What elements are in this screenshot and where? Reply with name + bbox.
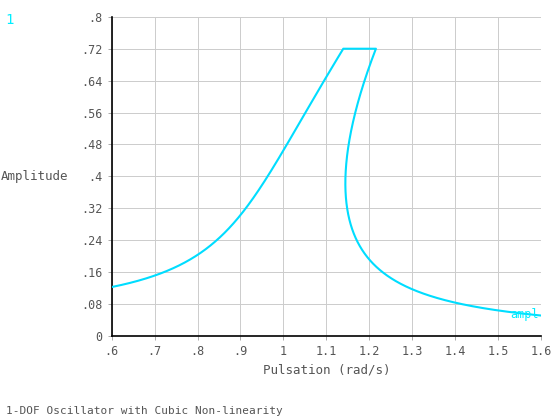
Text: Amplitude: Amplitude <box>1 170 68 183</box>
Text: ampl: ampl <box>511 307 539 320</box>
Text: 1: 1 <box>6 13 14 26</box>
X-axis label: Pulsation (rad/s): Pulsation (rad/s) <box>263 364 390 377</box>
Text: 1-DOF Oscillator with Cubic Non-linearity: 1-DOF Oscillator with Cubic Non-linearit… <box>6 406 282 416</box>
